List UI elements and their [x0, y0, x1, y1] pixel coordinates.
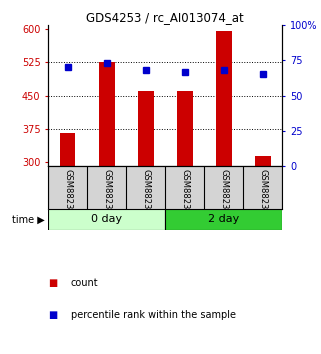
Text: count: count: [71, 278, 98, 288]
Text: ■: ■: [48, 278, 57, 288]
Bar: [165, 209, 282, 230]
Title: GDS4253 / rc_AI013074_at: GDS4253 / rc_AI013074_at: [86, 11, 244, 24]
Text: percentile rank within the sample: percentile rank within the sample: [71, 310, 236, 320]
Text: time ▶: time ▶: [12, 215, 45, 224]
Text: ■: ■: [48, 310, 57, 320]
Text: GSM882304: GSM882304: [63, 169, 72, 219]
Text: GSM882312: GSM882312: [258, 169, 267, 219]
Text: GSM882310: GSM882310: [219, 169, 229, 219]
Text: 2 day: 2 day: [208, 215, 239, 224]
Bar: [177, 91, 193, 166]
Bar: [138, 91, 153, 166]
Text: GSM882307: GSM882307: [141, 169, 150, 219]
Bar: [99, 62, 115, 166]
Bar: [60, 133, 75, 166]
Text: GSM882306: GSM882306: [102, 169, 111, 219]
Bar: [48, 209, 165, 230]
Text: 0 day: 0 day: [91, 215, 122, 224]
Bar: [255, 156, 271, 166]
Text: GSM882309: GSM882309: [180, 169, 189, 219]
Bar: [216, 30, 232, 166]
